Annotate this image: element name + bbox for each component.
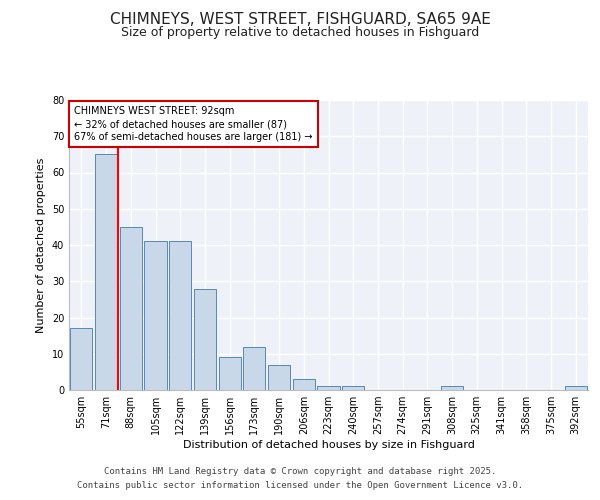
Text: Contains HM Land Registry data © Crown copyright and database right 2025.: Contains HM Land Registry data © Crown c… <box>104 467 496 476</box>
Text: CHIMNEYS, WEST STREET, FISHGUARD, SA65 9AE: CHIMNEYS, WEST STREET, FISHGUARD, SA65 9… <box>110 12 490 28</box>
Bar <box>218 358 241 390</box>
Bar <box>194 288 216 390</box>
Bar <box>169 242 191 390</box>
Bar <box>243 346 265 390</box>
Bar <box>268 364 290 390</box>
Text: Size of property relative to detached houses in Fishguard: Size of property relative to detached ho… <box>121 26 479 39</box>
Bar <box>565 386 587 390</box>
Bar <box>145 242 167 390</box>
Bar <box>70 328 92 390</box>
Bar <box>317 386 340 390</box>
Text: Contains public sector information licensed under the Open Government Licence v3: Contains public sector information licen… <box>77 481 523 490</box>
Bar <box>342 386 364 390</box>
Text: CHIMNEYS WEST STREET: 92sqm
← 32% of detached houses are smaller (87)
67% of sem: CHIMNEYS WEST STREET: 92sqm ← 32% of det… <box>74 106 313 142</box>
Bar <box>95 154 117 390</box>
Bar <box>119 227 142 390</box>
Bar <box>293 379 315 390</box>
X-axis label: Distribution of detached houses by size in Fishguard: Distribution of detached houses by size … <box>182 440 475 450</box>
Bar <box>441 386 463 390</box>
Y-axis label: Number of detached properties: Number of detached properties <box>36 158 46 332</box>
